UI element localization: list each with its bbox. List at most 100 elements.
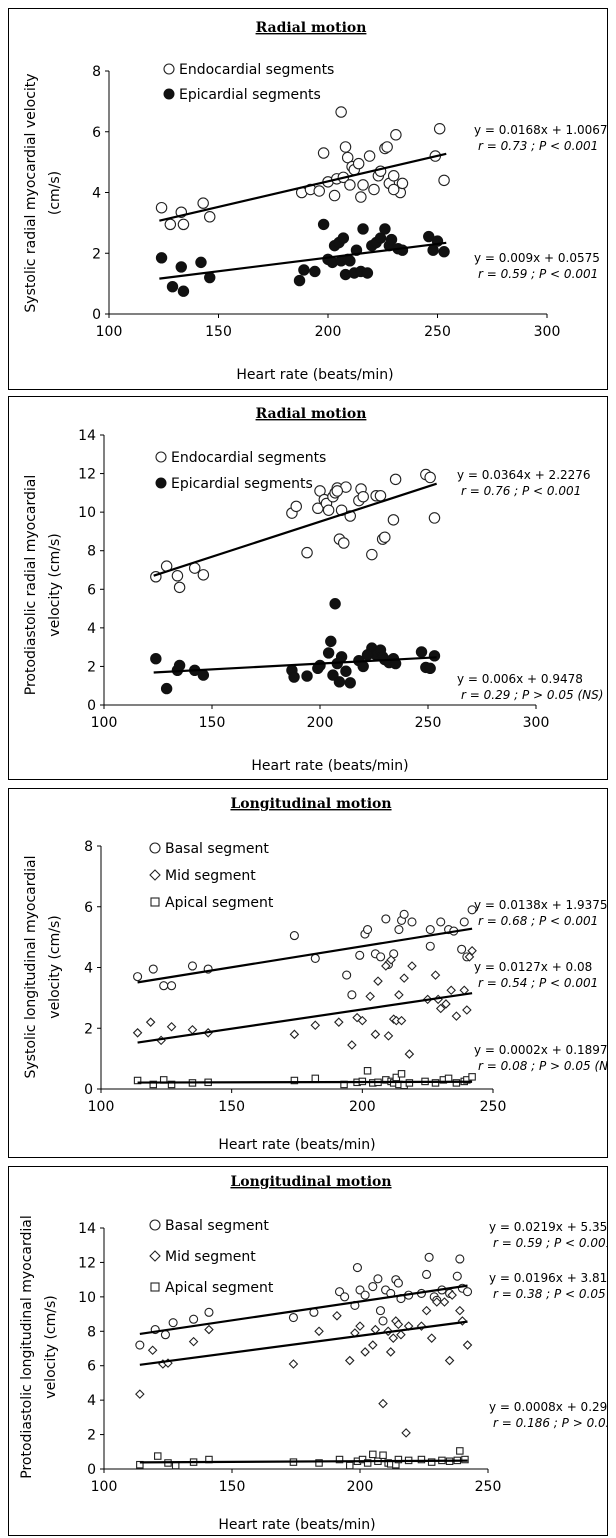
data-point: [424, 662, 436, 675]
data-point: [352, 157, 365, 170]
data-point: [424, 1252, 434, 1262]
data-point: [366, 548, 378, 561]
data-point: [346, 1461, 354, 1470]
data-point: [342, 970, 352, 980]
y-tick-label: 8: [84, 839, 93, 855]
data-point: [160, 1330, 170, 1340]
data-point: [133, 972, 143, 982]
data-point: [379, 1451, 387, 1459]
data-point: [333, 676, 346, 688]
data-point: [393, 1278, 403, 1288]
data-point: [322, 647, 335, 659]
y-tick-label: 6: [87, 1359, 96, 1375]
y-tick-label: 6: [92, 125, 101, 141]
data-point: [385, 233, 398, 246]
data-point: [399, 973, 409, 983]
data-point: [154, 1452, 162, 1460]
x-tick-label: 200: [315, 324, 342, 340]
data-point: [363, 1067, 372, 1075]
data-point: [462, 1340, 473, 1350]
regression-equation: y = 0.009x + 0.0575: [474, 251, 600, 265]
data-point: [428, 650, 441, 662]
data-point: [155, 201, 168, 214]
y-tick-label: 6: [87, 582, 96, 598]
data-point: [335, 106, 347, 118]
data-point: [187, 1024, 198, 1035]
svg-text:Protodiastolic longitudinal my: Protodiastolic longitudinal myocardial: [19, 1215, 35, 1478]
data-point: [432, 1297, 442, 1307]
x-tick-label: 200: [349, 1099, 376, 1115]
svg-text:Systolic longitudinal myocardi: Systolic longitudinal myocardial: [23, 855, 39, 1078]
regression-stats: r = 0.68 ; P < 0.001: [478, 914, 598, 928]
data-point: [187, 961, 198, 971]
trend-line: [137, 1080, 473, 1084]
svg-text:velocity (cm/s): velocity (cm/s): [47, 915, 63, 1018]
legend-label: Epicardial segments: [179, 87, 321, 103]
svg-text:(cm/s): (cm/s): [47, 171, 63, 215]
regression-equation: y = 0.0219x + 5.3512: [489, 1220, 607, 1234]
x-tick-label: 150: [205, 324, 232, 340]
y-tick-label: 12: [78, 467, 96, 483]
legend-marker: [150, 897, 160, 907]
y-axis-label: Systolic radial myocardial velocity (cm/…: [23, 73, 63, 312]
data-point: [404, 1049, 415, 1059]
data-point: [311, 1074, 320, 1083]
data-point: [361, 649, 374, 661]
data-point: [166, 280, 179, 293]
data-point: [289, 1029, 300, 1040]
data-point: [177, 285, 190, 297]
data-point: [393, 1319, 404, 1330]
data-point: [166, 1021, 177, 1032]
legend-label: Endocardial segments: [171, 450, 326, 466]
data-point: [301, 670, 313, 682]
data-point: [288, 1312, 298, 1323]
data-point: [289, 931, 299, 941]
data-point: [341, 151, 354, 164]
data-point: [446, 985, 456, 996]
data-point: [379, 223, 391, 235]
legend-label: Epicardial segments: [171, 476, 313, 492]
data-point: [389, 657, 402, 670]
data-point: [312, 502, 324, 515]
data-point: [288, 1359, 299, 1369]
chart-3-svg: Longitudinal motion Heart rate (beats/mi…: [23, 796, 607, 1153]
chart-title: Radial motion: [256, 406, 367, 422]
data-point: [197, 197, 209, 209]
x-tick-label: 100: [96, 324, 123, 340]
trend-line: [153, 656, 437, 674]
data-point: [150, 653, 162, 665]
y-tick-label: 12: [78, 1255, 96, 1271]
y-tick-label: 14: [78, 1221, 96, 1237]
data-point: [447, 1290, 457, 1300]
panel-protodiastolic-radial: Radial motion Heart rate (beats/min) Pro…: [8, 396, 608, 780]
data-point: [352, 1263, 362, 1273]
legend-marker: [149, 869, 161, 881]
data-point: [355, 950, 365, 960]
data-point: [462, 1287, 473, 1297]
data-point: [396, 177, 409, 190]
data-point: [175, 261, 187, 273]
data-point: [155, 252, 168, 264]
plot-area: 0 2 4 6 8 100 150 200 250 Basal segment y = 0.0138…: [84, 839, 607, 1115]
data-point: [399, 909, 409, 919]
data-point: [381, 141, 393, 153]
data-point: [335, 651, 348, 663]
data-point: [387, 183, 400, 196]
y-tick-label: 0: [87, 698, 96, 714]
x-tick-label: 150: [218, 1099, 245, 1115]
data-point: [365, 991, 375, 1002]
regression-equation: y = 0.0196x + 3.8174: [489, 1271, 607, 1285]
plot-area: 0 2 4 6 8 100 150 200 250 300 Endocardial segments…: [92, 62, 607, 340]
data-point: [425, 924, 435, 935]
trend-line: [159, 152, 447, 222]
data-point: [401, 1428, 411, 1438]
chart-title: Longitudinal motion: [230, 1174, 391, 1190]
data-point: [438, 246, 450, 258]
x-tick-label: 200: [347, 1479, 374, 1495]
regression-equation: y = 0.0008x + 0.2928: [489, 1400, 607, 1414]
data-point: [290, 1076, 299, 1085]
chart-2-svg: Radial motion Heart rate (beats/min) Pro…: [23, 406, 603, 774]
data-point: [204, 1324, 214, 1335]
regression-stats: r = 0.08 ; P > 0.05 (NS): [478, 1059, 607, 1073]
data-point: [293, 274, 306, 287]
